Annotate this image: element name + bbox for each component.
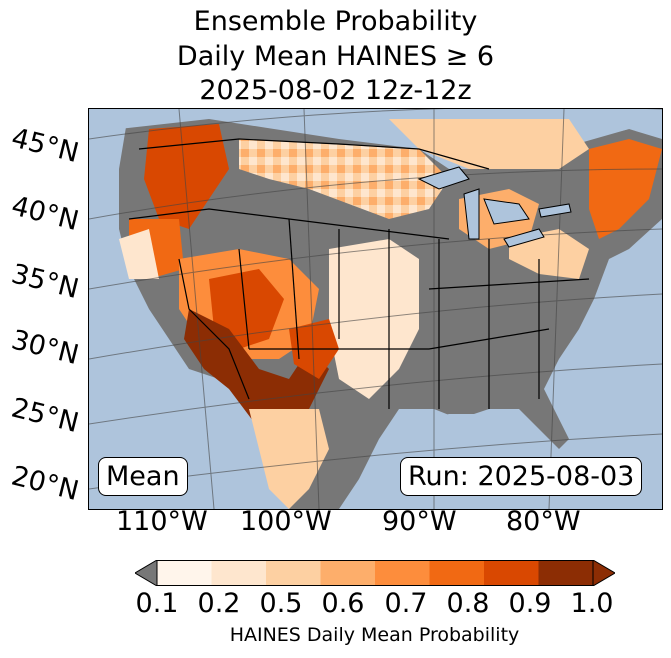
lon-label-90w: 90°W bbox=[382, 506, 457, 537]
mean-box: Mean bbox=[98, 457, 188, 496]
colorbar-tick-0-9: 0.9 bbox=[508, 588, 552, 619]
colorbar-under-arrow bbox=[135, 560, 158, 586]
lon-label-80w: 80°W bbox=[506, 506, 581, 537]
colorbar-tick-0-5: 0.5 bbox=[259, 588, 303, 619]
lat-label-30: 30°N bbox=[8, 324, 82, 372]
lon-label-110w: 110°W bbox=[116, 506, 208, 537]
great-lakes bbox=[417, 166, 572, 248]
colorbar-segment bbox=[429, 560, 484, 586]
lat-label-40: 40°N bbox=[8, 190, 82, 238]
lat-label-45: 45°N bbox=[8, 122, 82, 170]
map-title-line-2: Daily Mean HAINES ≥ 6 bbox=[176, 41, 495, 72]
colorbar-segment bbox=[157, 560, 212, 586]
lat-label-20: 20°N bbox=[8, 460, 82, 508]
colorbar-over-arrow bbox=[592, 560, 615, 586]
colorbar-tick-0-7: 0.7 bbox=[384, 588, 428, 619]
colorbar-segment bbox=[266, 560, 321, 586]
colorbar-tick-0-1: 0.1 bbox=[135, 588, 179, 619]
probability-field bbox=[119, 119, 662, 509]
colorbar-segment bbox=[211, 560, 266, 586]
colorbar-tick-0-8: 0.8 bbox=[446, 588, 490, 619]
map-title-line-3: 2025-08-02 12z-12z bbox=[199, 75, 472, 106]
colorbar-segment bbox=[320, 560, 375, 586]
lat-label-25: 25°N bbox=[8, 392, 82, 440]
colorbar-label: HAINES Daily Mean Probability bbox=[229, 624, 520, 646]
colorbar bbox=[135, 560, 615, 586]
colorbar-segment bbox=[484, 560, 539, 586]
lat-label-35: 35°N bbox=[8, 258, 82, 306]
graticule bbox=[89, 109, 662, 509]
map-title-line-1: Ensemble Probability bbox=[193, 6, 478, 37]
colorbar-segment bbox=[538, 560, 593, 586]
map-canvas bbox=[89, 109, 662, 509]
map-panel bbox=[88, 108, 663, 510]
colorbar-segment bbox=[375, 560, 430, 586]
lon-label-100w: 100°W bbox=[240, 506, 332, 537]
run-date-box: Run: 2025-08-03 bbox=[400, 457, 643, 496]
colorbar-tick-0-6: 0.6 bbox=[321, 588, 365, 619]
colorbar-tick-1-0: 1.0 bbox=[570, 588, 614, 619]
colorbar-tick-0-2: 0.2 bbox=[197, 588, 241, 619]
state-borders bbox=[128, 138, 590, 409]
